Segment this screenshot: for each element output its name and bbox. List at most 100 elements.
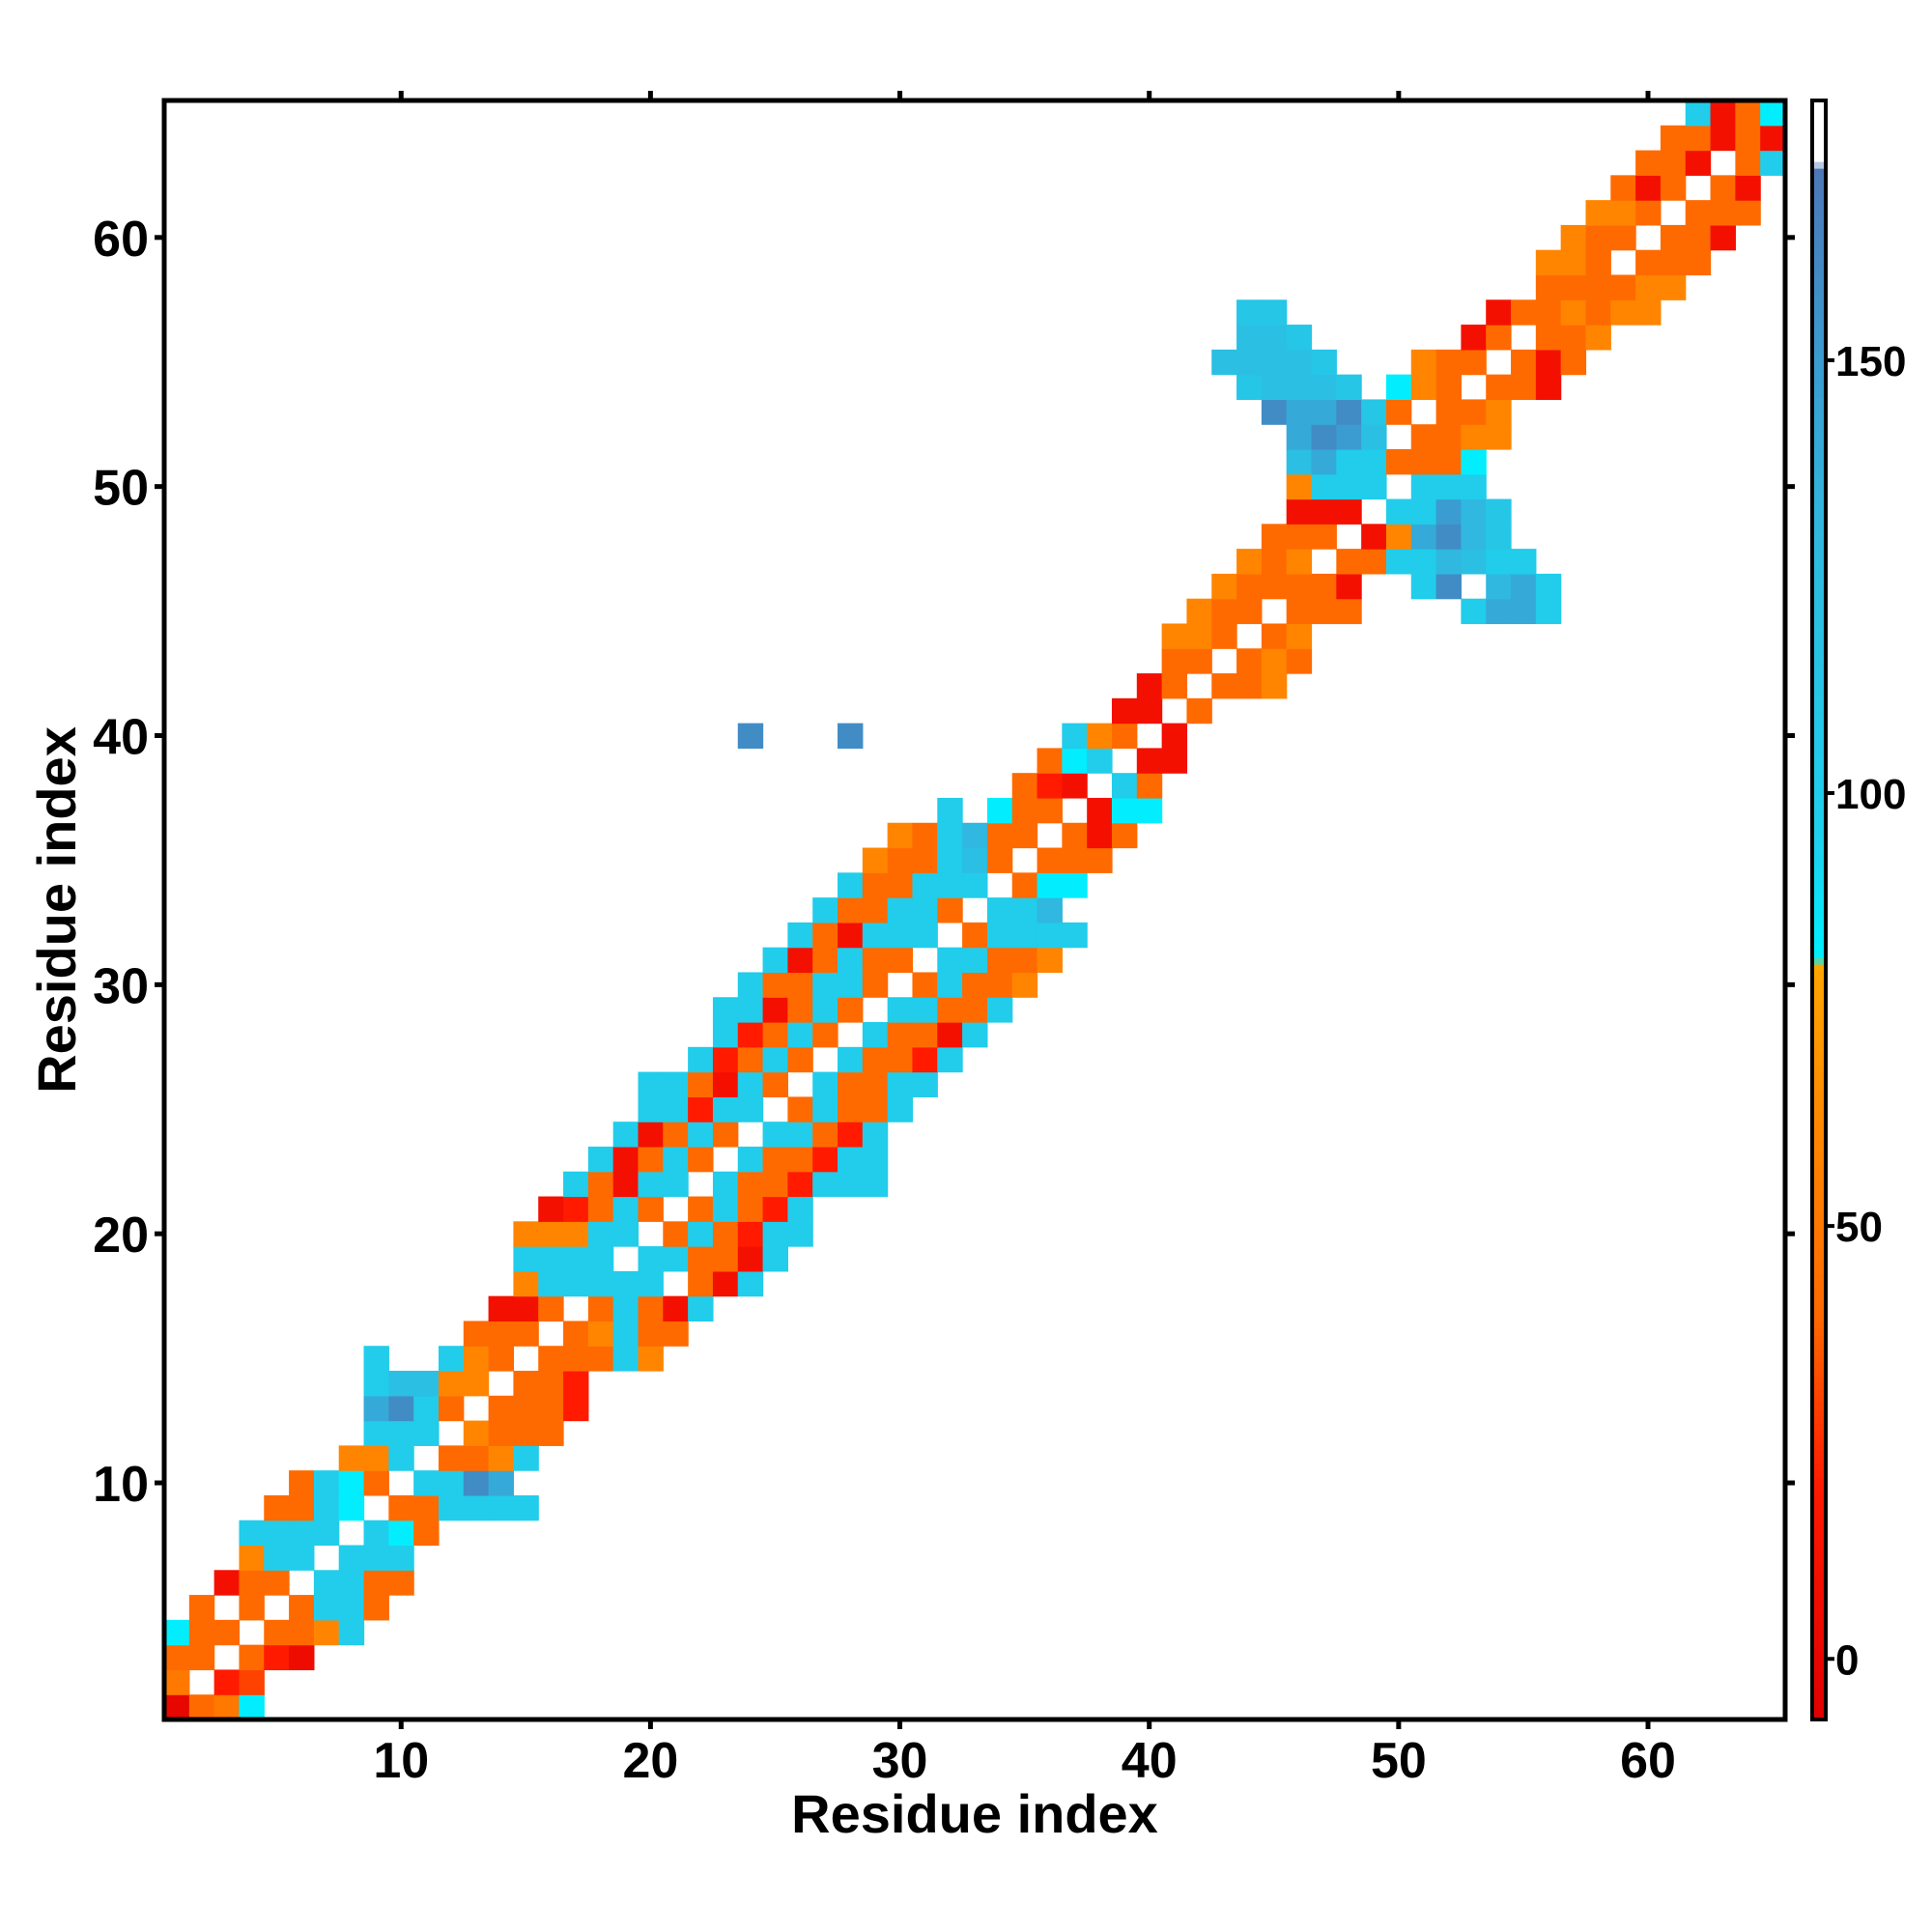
heatmap-cell (688, 1146, 714, 1173)
heatmap-cell (1685, 249, 1712, 276)
heatmap-cell (937, 897, 963, 923)
colorbar-segment (1812, 1220, 1826, 1229)
colorbar-segment (1812, 795, 1826, 804)
heatmap-cell (188, 1694, 215, 1720)
heatmap-cell (213, 1694, 241, 1720)
heatmap-cell (1186, 623, 1212, 649)
colorbar-segment (1812, 707, 1826, 716)
heatmap-cell (762, 1071, 788, 1097)
heatmap-cell (1635, 175, 1662, 201)
heatmap-cell (1585, 299, 1611, 326)
colorbar-segment (1812, 262, 1826, 270)
colorbar-segment (1812, 929, 1826, 938)
heatmap-cell (1261, 549, 1288, 575)
colorbar-segment (1812, 734, 1826, 743)
heatmap-cell (1410, 498, 1437, 525)
heatmap-cell (1735, 175, 1761, 201)
heatmap-cell (338, 1570, 365, 1596)
heatmap-cell (912, 897, 938, 923)
heatmap-cell (388, 1545, 414, 1571)
heatmap-cell (812, 1146, 838, 1173)
heatmap-cell (787, 997, 813, 1023)
heatmap-cell (1610, 175, 1636, 201)
heatmap-cell (1286, 549, 1313, 575)
heatmap-cell (912, 1022, 938, 1048)
heatmap-cell (587, 1346, 614, 1372)
heatmap-cell (538, 1295, 564, 1322)
heatmap-cell (1336, 549, 1362, 575)
heatmap-cell (1535, 299, 1562, 326)
heatmap-cell (912, 822, 938, 849)
heatmap-cell (712, 1221, 739, 1247)
colorbar-segment (1812, 1665, 1826, 1673)
heatmap-cell (937, 1022, 963, 1048)
colorbar-segment (1812, 1065, 1826, 1073)
colorbar-segment (1812, 1193, 1826, 1202)
colorbar-segment (1812, 721, 1826, 729)
heatmap-cell (1336, 498, 1362, 525)
colorbar-segment (1812, 1537, 1826, 1546)
heatmap-cell (188, 1619, 215, 1646)
heatmap-cell (787, 1122, 813, 1148)
heatmap-cell (1236, 648, 1263, 674)
heatmap-cell (1635, 299, 1662, 326)
heatmap-cell (1560, 325, 1587, 351)
heatmap-cell (862, 1096, 889, 1122)
colorbar-segment (1812, 963, 1826, 972)
heatmap-cell (1410, 524, 1437, 550)
heatmap-cell (787, 922, 813, 949)
heatmap-cell (338, 1619, 365, 1646)
heatmap-cell (912, 1046, 938, 1073)
heatmap-cell (737, 1096, 764, 1122)
heatmap-cell (488, 1395, 515, 1422)
heatmap-cell (1037, 947, 1063, 974)
heatmap-cell (862, 972, 889, 998)
heatmap-cell (164, 1619, 190, 1646)
heatmap-cell (1760, 150, 1786, 176)
heatmap-cell (363, 1395, 389, 1422)
colorbar-segment (1812, 1713, 1826, 1720)
heatmap-cell (787, 972, 813, 998)
heatmap-cell (1236, 598, 1263, 625)
heatmap-cell (712, 1122, 739, 1148)
colorbar-segment (1812, 316, 1826, 325)
heatmap-cell (1261, 325, 1288, 351)
heatmap-cell (513, 1420, 539, 1446)
heatmap-cell (1760, 100, 1786, 127)
heatmap-cell (986, 947, 1013, 974)
heatmap-cell (413, 1520, 440, 1547)
heatmap-cell (1336, 448, 1362, 475)
heatmap-cell (887, 847, 914, 873)
colorbar-segment (1812, 863, 1826, 870)
heatmap-cell (363, 1371, 389, 1397)
colorbar-segment (1812, 997, 1826, 1006)
heatmap-cell (1111, 822, 1138, 849)
heatmap-cell (688, 1270, 714, 1297)
heatmap-cell (787, 1171, 813, 1198)
heatmap-cell (762, 1046, 788, 1073)
heatmap-cell (1535, 274, 1562, 300)
heatmap-cell (1610, 224, 1636, 251)
colorbar-segment (1812, 525, 1826, 533)
heatmap-cell (239, 1595, 265, 1621)
heatmap-cell (962, 822, 988, 849)
colorbar-segment (1812, 842, 1826, 850)
colorbar-segment (1812, 1186, 1826, 1195)
colorbar-segment (1812, 1361, 1826, 1370)
heatmap-cell (1361, 399, 1387, 425)
colorbar-segment (1812, 296, 1826, 304)
x-tick-label: 10 (373, 1733, 429, 1789)
heatmap-cell (538, 1371, 564, 1397)
colorbar-tick-label: 50 (1835, 1204, 1883, 1251)
heatmap-cell (289, 1619, 315, 1646)
colorbar-segment (1812, 639, 1826, 648)
heatmap-cell (838, 1171, 864, 1198)
heatmap-cell (638, 1071, 664, 1097)
heatmap-cell (638, 1196, 664, 1222)
heatmap-cell (737, 1071, 764, 1097)
heatmap-cell (887, 997, 914, 1023)
colorbar-segment (1812, 1564, 1826, 1573)
colorbar-segment (1812, 903, 1826, 911)
heatmap-cell (1111, 773, 1138, 799)
heatmap-cell (338, 1494, 365, 1521)
